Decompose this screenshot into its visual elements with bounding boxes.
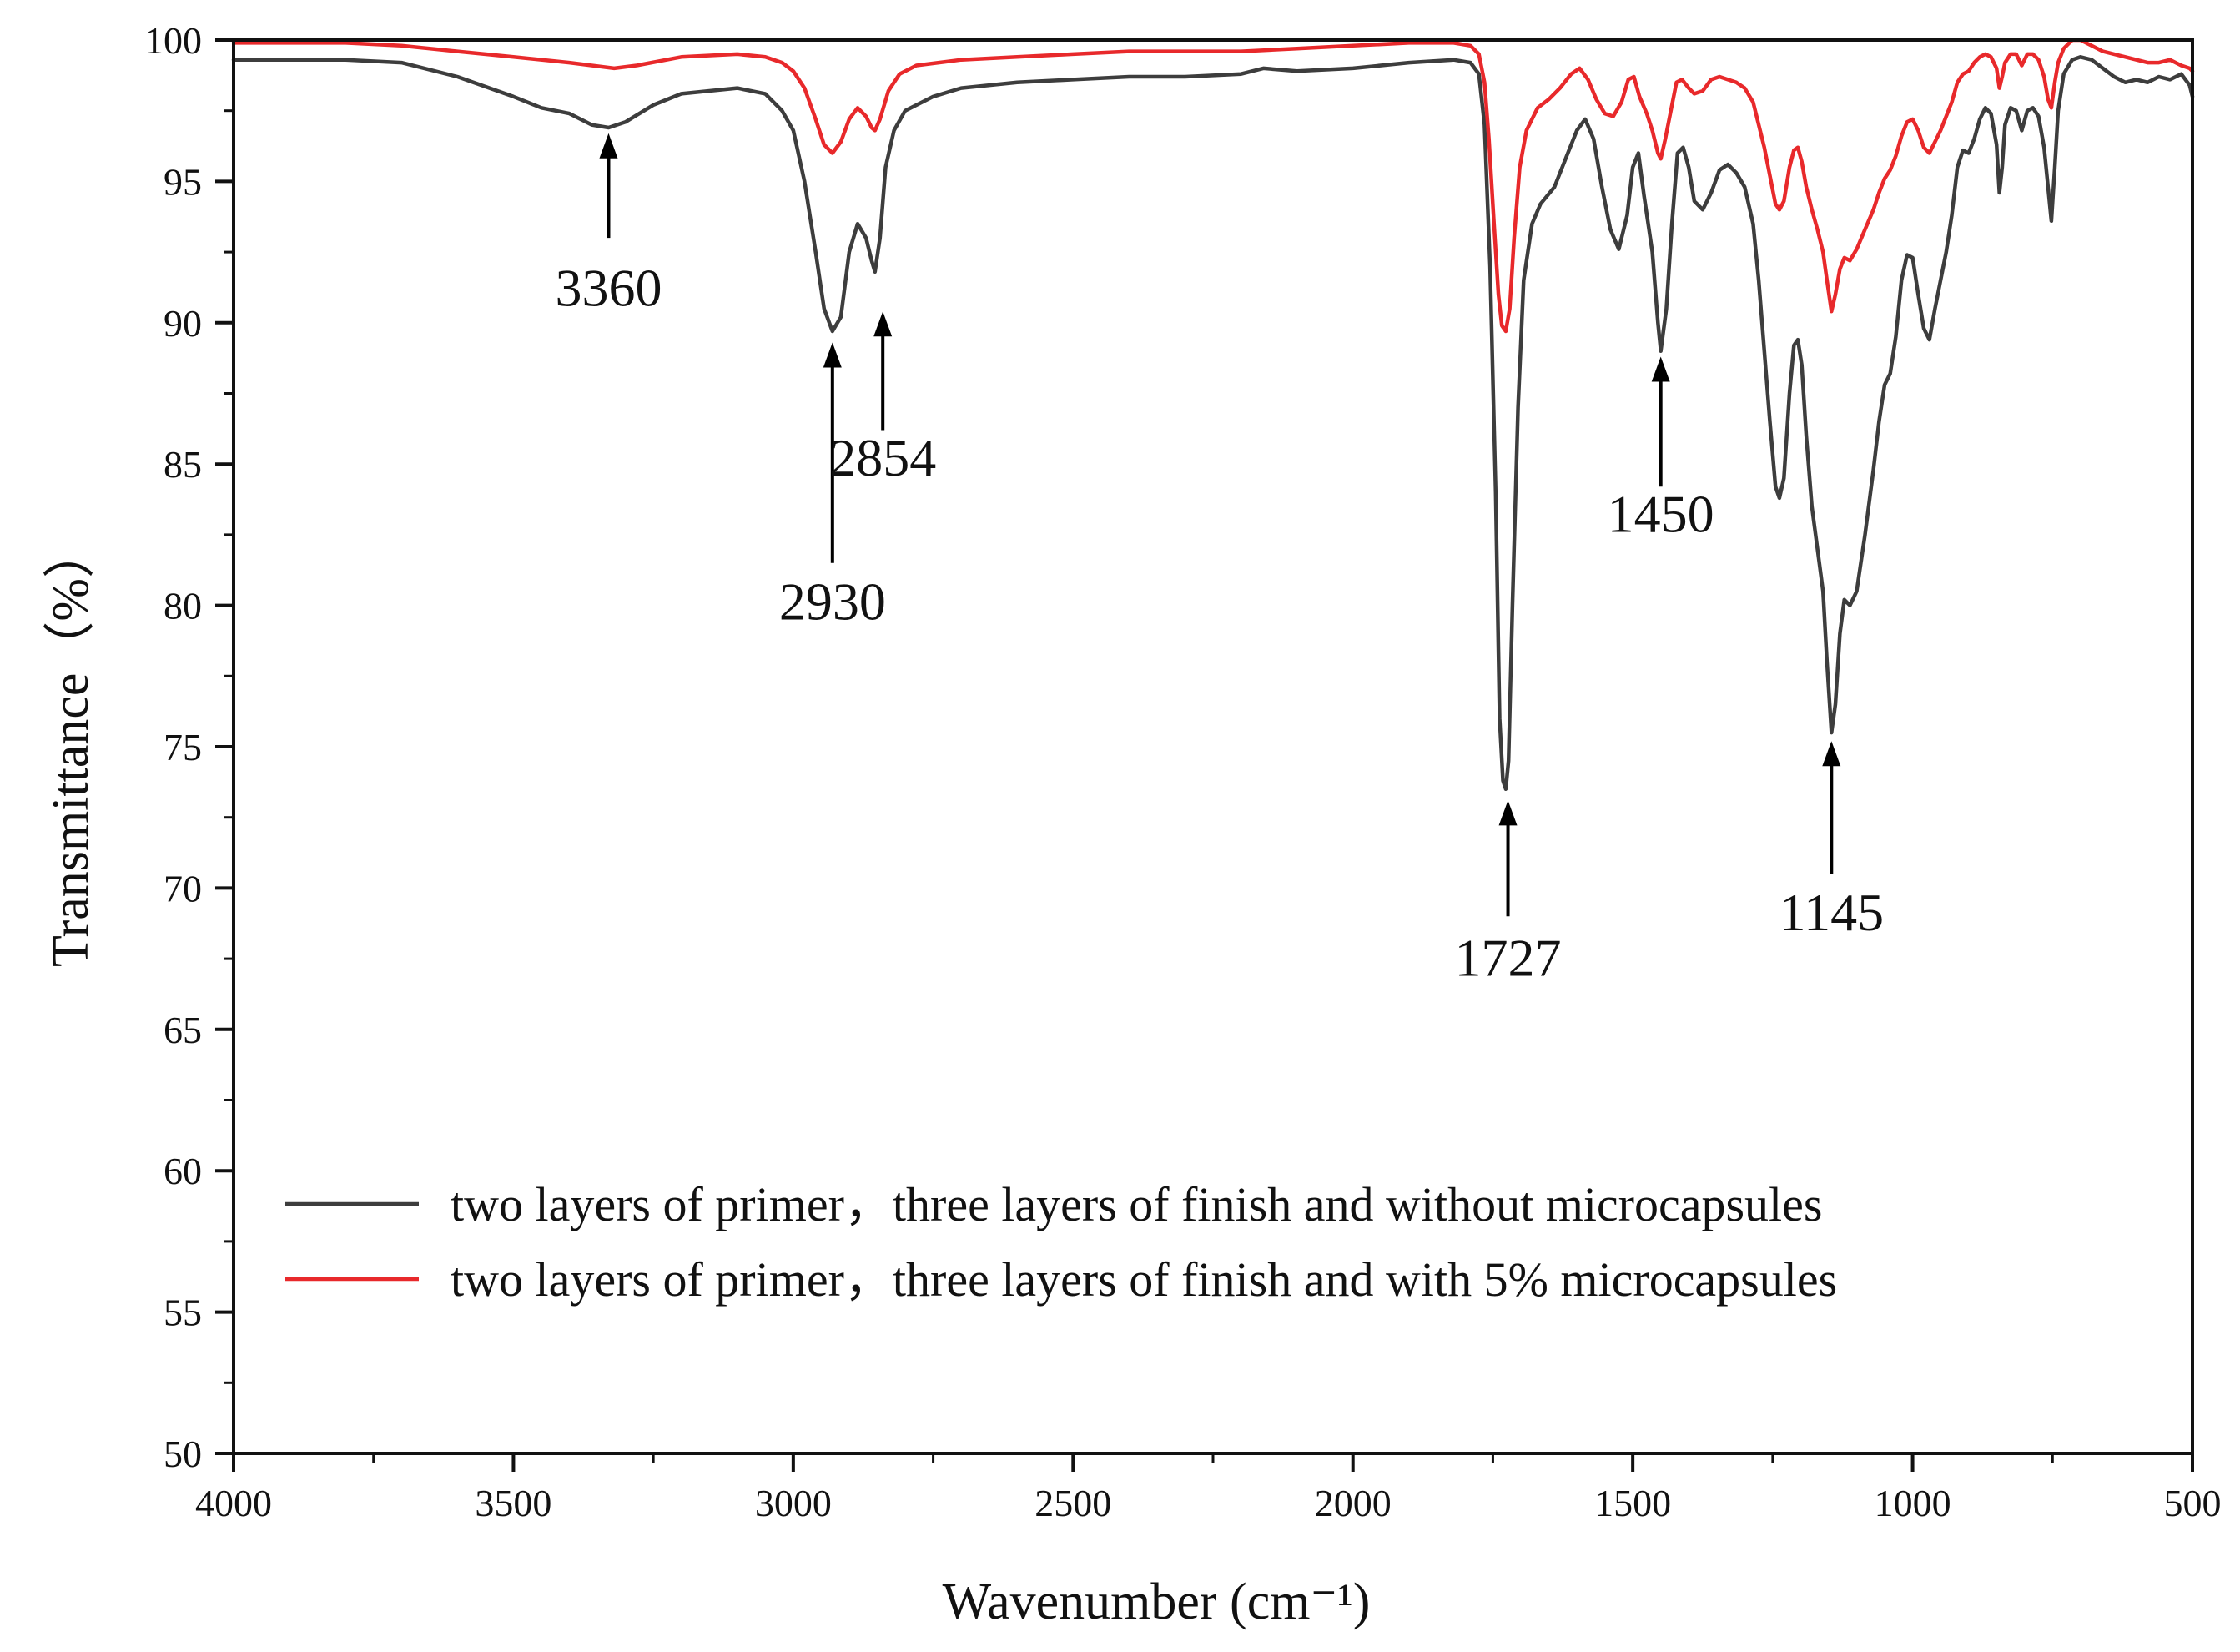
series-line-0 xyxy=(231,55,2195,792)
y-tick-label: 85 xyxy=(164,443,202,486)
y-tick-label: 50 xyxy=(164,1433,202,1475)
series-layer xyxy=(231,38,2195,792)
peak-arrow-head xyxy=(873,311,893,337)
peak-label: 1727 xyxy=(1455,928,1562,987)
x-tick-label: 500 xyxy=(2164,1482,2222,1524)
peak-label: 2854 xyxy=(829,428,936,487)
x-tick-label: 1500 xyxy=(1594,1482,1671,1524)
x-axis-title: Wavenumber (cm⁻¹) xyxy=(943,1574,1371,1630)
x-tick-label: 2500 xyxy=(1034,1482,1111,1524)
y-tick-label: 95 xyxy=(164,160,202,203)
y-axis-title: Transmittance（%） xyxy=(43,526,99,967)
ticks-layer: 4000 3500 3000 2500 2000 1500 1000 500 100 95 90 85… xyxy=(144,19,2222,1524)
peak-arrow-head xyxy=(599,133,618,159)
peak-label: 1450 xyxy=(1608,485,1714,544)
peak-arrow-head xyxy=(1651,356,1670,382)
peak-arrow-head xyxy=(1822,741,1841,767)
series-line-1 xyxy=(231,38,2195,334)
legend: two layers of primer，three layers of fin… xyxy=(285,1177,1837,1307)
annotation-layer: 3360 2930 2854 1450 1727 1145 xyxy=(555,133,1884,987)
peak-label: 3360 xyxy=(555,258,662,317)
y-tick-label: 80 xyxy=(164,585,202,627)
x-tick-label: 3000 xyxy=(755,1482,832,1524)
y-tick-label: 90 xyxy=(164,302,202,345)
x-tick-label: 2000 xyxy=(1315,1482,1392,1524)
x-tick-label: 4000 xyxy=(195,1482,272,1524)
y-tick-label: 100 xyxy=(144,19,202,62)
y-tick-label: 75 xyxy=(164,726,202,768)
y-tick-label: 70 xyxy=(164,867,202,909)
y-tick-label: 60 xyxy=(164,1150,202,1192)
peak-label: 1145 xyxy=(1779,883,1884,942)
y-tick-label: 55 xyxy=(164,1292,202,1334)
peak-label: 2930 xyxy=(779,572,886,632)
x-tick-label: 3500 xyxy=(475,1482,551,1524)
peak-arrow-head xyxy=(1498,800,1518,826)
x-tick-label: 1000 xyxy=(1875,1482,1951,1524)
legend-label-with-microcapsules: two layers of primer，three layers of fin… xyxy=(451,1252,1837,1307)
legend-label-without-microcapsules: two layers of primer，three layers of fin… xyxy=(451,1177,1822,1231)
y-tick-label: 65 xyxy=(164,1009,202,1051)
peak-arrow-head xyxy=(823,342,842,368)
